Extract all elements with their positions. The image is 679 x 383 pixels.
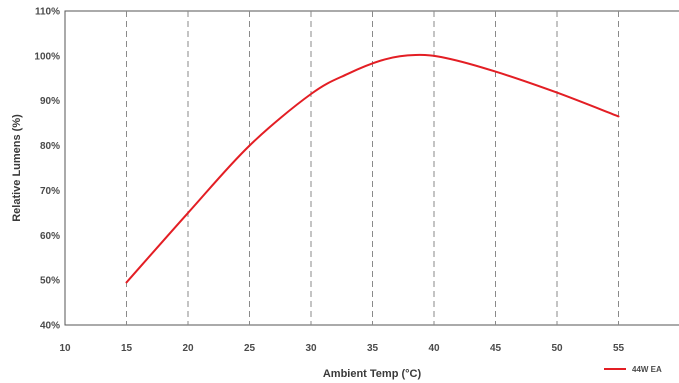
y-tick-label: 40%: [40, 321, 60, 332]
x-tick-label: 10: [59, 343, 71, 354]
y-tick-label: 90%: [40, 96, 60, 107]
x-tick-label: 40: [428, 343, 440, 354]
x-tick-label: 50: [551, 343, 563, 354]
x-tick-label: 35: [367, 343, 379, 354]
x-axis-title: Ambient Temp (°C): [323, 368, 422, 380]
plot-area: [64, 10, 679, 326]
x-tick-label: 30: [305, 343, 317, 354]
y-tick-label: 70%: [40, 186, 60, 197]
y-tick-label: 60%: [40, 231, 60, 242]
legend-label: 44W EA: [632, 365, 662, 374]
x-tick-label: 45: [490, 343, 502, 354]
series-lines: [125, 53, 620, 284]
y-tick-label: 50%: [40, 276, 60, 287]
y-axis-title: Relative Lumens (%): [11, 114, 23, 222]
x-tick-label: 25: [244, 343, 256, 354]
x-tick-labels: 10 15 20 25 30 35 40 45 50 55: [59, 343, 624, 354]
y-tick-label: 100%: [34, 51, 60, 62]
legend: 44W EA: [604, 365, 662, 374]
grid-lines: [126, 11, 619, 325]
y-tick-label: 80%: [40, 141, 60, 152]
series-line: [125, 53, 620, 284]
y-tick-label: 110%: [35, 7, 60, 18]
x-tick-label: 20: [182, 343, 194, 354]
x-tick-label: 15: [121, 343, 133, 354]
y-tick-labels: 40% 50% 60% 70% 80% 90% 100% 110%: [34, 7, 60, 332]
x-tick-label: 55: [613, 343, 625, 354]
